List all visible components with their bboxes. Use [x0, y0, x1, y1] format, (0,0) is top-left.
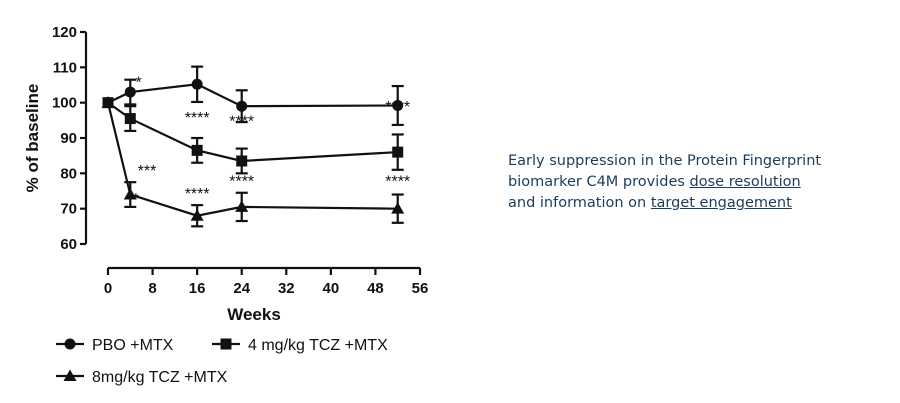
y-tick-label: 80 [60, 165, 77, 182]
caption-line-2: biomarker C4M provides dose resolution [508, 172, 898, 193]
significance-label: *** [138, 163, 157, 180]
significance-label: **** [385, 173, 410, 190]
y-tick-label: 100 [52, 95, 77, 112]
x-tick-label: 16 [189, 280, 206, 297]
data-point [392, 99, 404, 111]
legend-item: 8mg/kg TCZ +MTX [56, 369, 228, 386]
significance-label: **** [229, 113, 254, 130]
x-axis-title: Weeks [227, 305, 281, 324]
y-tick-label: 110 [53, 59, 77, 76]
significance-label: **** [385, 99, 410, 116]
x-tick-label: 8 [148, 280, 156, 297]
legend-label: PBO +MTX [92, 337, 174, 354]
x-tick-label: 0 [104, 280, 112, 297]
y-tick-label: 70 [60, 201, 77, 218]
caption: Early suppression in the Protein Fingerp… [508, 151, 898, 214]
y-tick-label: 90 [60, 130, 77, 147]
axes: 60 70 80 90 100 110 120 0 8 16 24 32 40 48 56 Weeks % of… [23, 24, 428, 324]
legend-label: 8mg/kg TCZ +MTX [92, 369, 228, 386]
data-point [235, 200, 249, 212]
caption-line-2-text: biomarker C4M provides [508, 174, 690, 190]
caption-line-1: Early suppression in the Protein Fingerp… [508, 153, 822, 169]
legend: PBO +MTX 4 mg/kg TCZ +MTX 8mg/kg TCZ +MTX [56, 337, 388, 386]
x-tick-label: 32 [278, 280, 295, 297]
x-tick-label: 24 [233, 280, 250, 297]
significance-label: **** [185, 110, 210, 127]
target-engagement-link: target engagement [650, 195, 792, 211]
series-line [107, 101, 398, 163]
data-point [101, 96, 115, 108]
caption-line-3-text: and information on [508, 195, 651, 211]
series-triangle [101, 96, 405, 228]
data-point [124, 113, 136, 125]
significance-label: * [133, 191, 139, 208]
legend-marker [63, 369, 77, 381]
chart-marks: ***** ************ ******** **** [101, 65, 410, 228]
data-point [124, 86, 136, 98]
legend-item: PBO +MTX [56, 337, 174, 354]
legend-marker [220, 338, 232, 350]
dose-resolution-link: dose resolution [689, 174, 801, 190]
data-point [391, 202, 405, 214]
chart: 60 70 80 90 100 110 120 0 8 16 24 32 40 48 56 Weeks % of… [23, 24, 428, 386]
data-point [392, 146, 404, 158]
caption-line-3: and information on target engagement [508, 193, 898, 214]
legend-label: 4 mg/kg TCZ +MTX [248, 337, 388, 354]
significance-label: * [136, 74, 142, 91]
legend-marker [64, 338, 76, 350]
x-tick-label: 48 [367, 280, 384, 297]
y-tick-label: 60 [60, 236, 77, 253]
data-point [191, 144, 203, 156]
y-axis-title: % of baseline [23, 84, 42, 193]
legend-item: 4 mg/kg TCZ +MTX [212, 337, 388, 354]
significance-label: **** [185, 186, 210, 203]
significance-label: **** [229, 173, 254, 190]
data-point [190, 209, 204, 221]
series-line [107, 83, 398, 108]
x-tick-label: 56 [412, 280, 429, 297]
series-circle [102, 65, 404, 127]
data-point [236, 100, 248, 112]
x-tick-label: 40 [323, 280, 340, 297]
data-point [191, 78, 203, 90]
y-tick-label: 120 [52, 24, 77, 41]
data-point [123, 188, 137, 200]
data-point [236, 155, 248, 167]
